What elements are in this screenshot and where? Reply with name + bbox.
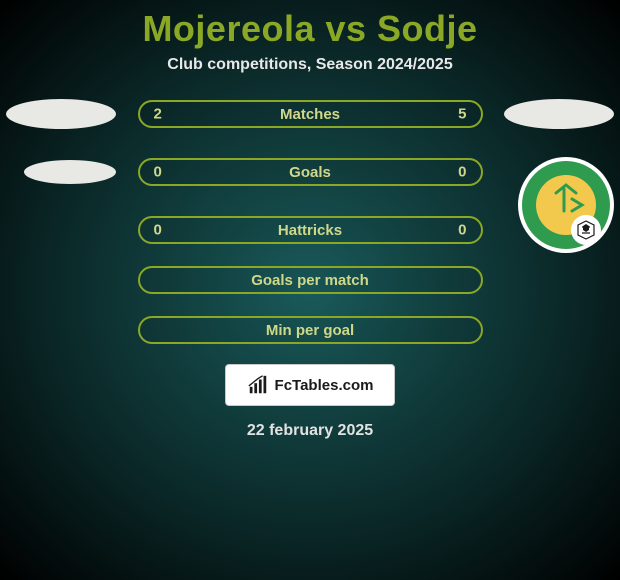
page-title: Mojereola vs Sodje bbox=[0, 8, 620, 50]
stat-right-value: 0 bbox=[458, 222, 466, 239]
stat-row-mpg: Min per goal bbox=[0, 314, 620, 346]
stats-rows: 2 Matches 5 0 Goals 0 bbox=[0, 98, 620, 346]
stat-label: Matches bbox=[280, 106, 340, 123]
right-oval bbox=[504, 99, 614, 129]
stat-pill: 2 Matches 5 bbox=[138, 100, 483, 128]
stat-label: Hattricks bbox=[278, 222, 342, 239]
stat-row-hattricks: 0 Hattricks 0 bbox=[0, 214, 620, 246]
stat-right-value: 5 bbox=[458, 106, 466, 123]
left-small-oval bbox=[24, 160, 116, 184]
brand-text: FcTables.com bbox=[275, 377, 374, 394]
stat-left-value: 0 bbox=[154, 164, 162, 181]
stat-pill: Goals per match bbox=[138, 266, 483, 294]
stat-pill: 0 Goals 0 bbox=[138, 158, 483, 186]
stat-label: Goals per match bbox=[251, 272, 369, 289]
stat-left-value: 0 bbox=[154, 222, 162, 239]
stat-pill: Min per goal bbox=[138, 316, 483, 344]
main-content: Mojereola vs Sodje Club competitions, Se… bbox=[0, 0, 620, 440]
stat-left-value: 2 bbox=[154, 106, 162, 123]
stat-row-gpm: Goals per match bbox=[0, 264, 620, 296]
stat-label: Goals bbox=[289, 164, 331, 181]
stat-row-goals: 0 Goals 0 bbox=[0, 148, 620, 196]
stat-label: Min per goal bbox=[266, 322, 354, 339]
brand-box[interactable]: FcTables.com bbox=[225, 364, 395, 406]
stat-right-value: 0 bbox=[458, 164, 466, 181]
stat-row-matches: 2 Matches 5 bbox=[0, 98, 620, 130]
stat-pill: 0 Hattricks 0 bbox=[138, 216, 483, 244]
subtitle: Club competitions, Season 2024/2025 bbox=[0, 56, 620, 74]
date-text: 22 february 2025 bbox=[0, 422, 620, 440]
brand-footer: FcTables.com bbox=[0, 364, 620, 406]
chart-icon bbox=[247, 374, 269, 396]
left-oval bbox=[6, 99, 116, 129]
